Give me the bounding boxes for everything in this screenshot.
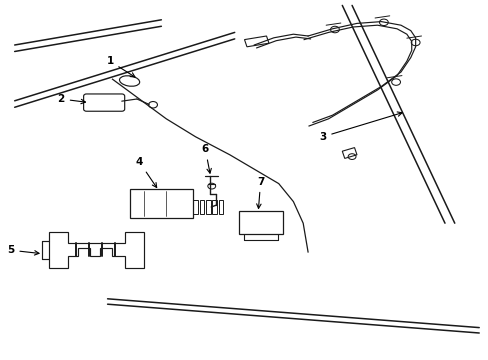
Text: 7: 7 <box>256 177 264 208</box>
Text: 1: 1 <box>106 56 135 77</box>
Bar <box>193 200 198 214</box>
Bar <box>238 211 282 234</box>
Bar <box>212 200 217 214</box>
Bar <box>218 200 223 214</box>
Text: 2: 2 <box>58 94 85 104</box>
Text: 6: 6 <box>202 144 211 173</box>
Bar <box>129 189 193 218</box>
Bar <box>205 200 210 214</box>
Text: 4: 4 <box>135 157 156 188</box>
Bar <box>199 200 204 214</box>
Text: 3: 3 <box>319 112 401 142</box>
Text: 5: 5 <box>7 245 39 255</box>
